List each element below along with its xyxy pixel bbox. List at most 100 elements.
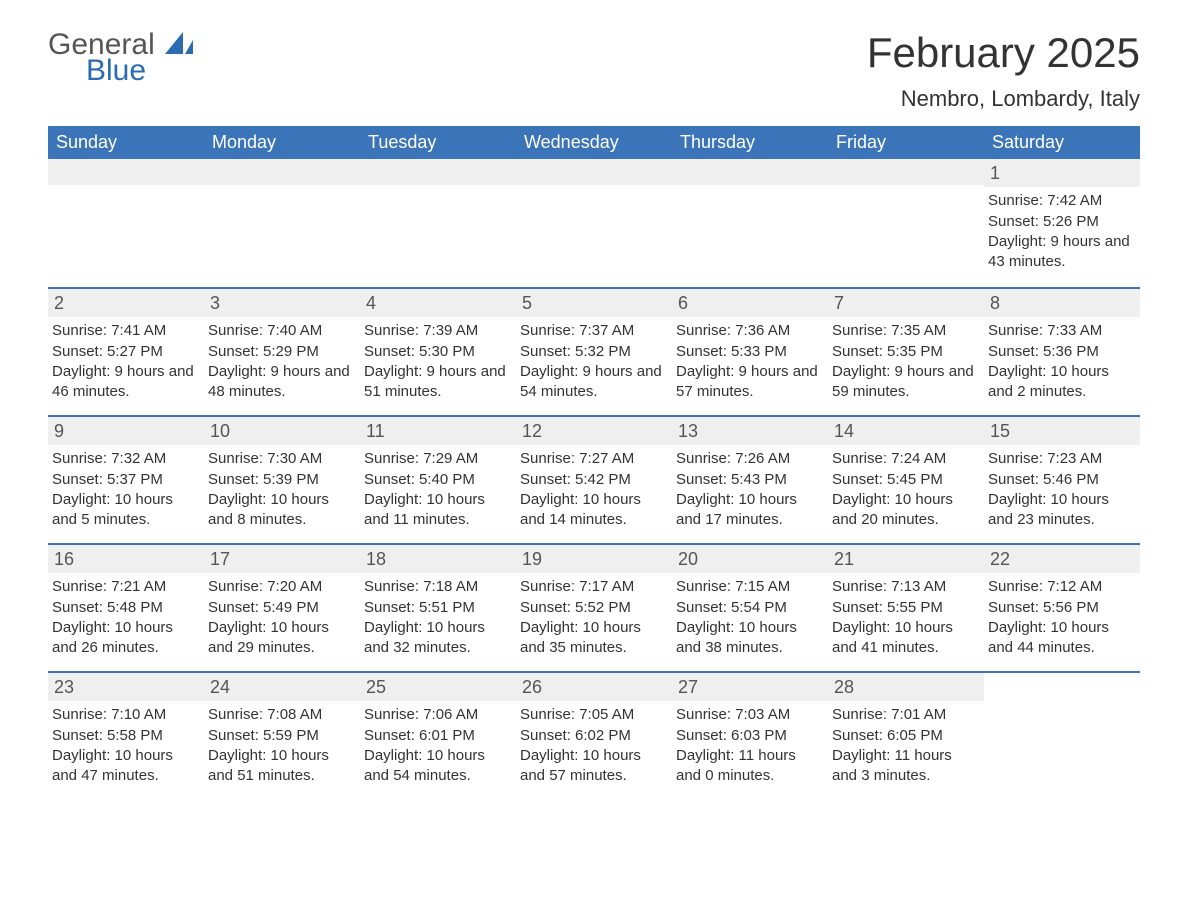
day-number: 3: [204, 289, 360, 317]
logo-sail-icon: [165, 28, 193, 61]
daylight-line: Daylight: 9 hours and 51 minutes.: [364, 362, 512, 403]
sunrise-line: Sunrise: 7:39 AM: [364, 321, 512, 341]
sunrise-line: Sunrise: 7:36 AM: [676, 321, 824, 341]
calendar-cell: 23Sunrise: 7:10 AMSunset: 5:58 PMDayligh…: [48, 673, 204, 799]
day-header: Wednesday: [516, 126, 672, 159]
day-header: Monday: [204, 126, 360, 159]
calendar-cell: [672, 159, 828, 287]
sunrise-line: Sunrise: 7:17 AM: [520, 577, 668, 597]
day-number: 18: [360, 545, 516, 573]
location: Nembro, Lombardy, Italy: [867, 86, 1140, 112]
calendar-week: 23Sunrise: 7:10 AMSunset: 5:58 PMDayligh…: [48, 671, 1140, 799]
day-header: Thursday: [672, 126, 828, 159]
day-number: 1: [984, 159, 1140, 187]
sunrise-line: Sunrise: 7:42 AM: [988, 191, 1136, 211]
day-number: 25: [360, 673, 516, 701]
daylight-line: Daylight: 9 hours and 57 minutes.: [676, 362, 824, 403]
calendar-cell: 8Sunrise: 7:33 AMSunset: 5:36 PMDaylight…: [984, 289, 1140, 415]
calendar-cell: [204, 159, 360, 287]
header: General Blue February 2025 Nembro, Lomba…: [48, 30, 1140, 122]
calendar-cell: [828, 159, 984, 287]
sunset-line: Sunset: 5:58 PM: [52, 726, 200, 746]
sunset-line: Sunset: 5:42 PM: [520, 470, 668, 490]
daylight-line: Daylight: 10 hours and 8 minutes.: [208, 490, 356, 531]
sunrise-line: Sunrise: 7:35 AM: [832, 321, 980, 341]
day-number: [360, 159, 516, 185]
sunset-line: Sunset: 5:39 PM: [208, 470, 356, 490]
day-number: 2: [48, 289, 204, 317]
calendar-week: 16Sunrise: 7:21 AMSunset: 5:48 PMDayligh…: [48, 543, 1140, 671]
day-header: Tuesday: [360, 126, 516, 159]
day-number: 15: [984, 417, 1140, 445]
calendar-cell: [984, 673, 1140, 799]
calendar-cell: 17Sunrise: 7:20 AMSunset: 5:49 PMDayligh…: [204, 545, 360, 671]
sunrise-line: Sunrise: 7:18 AM: [364, 577, 512, 597]
sunrise-line: Sunrise: 7:24 AM: [832, 449, 980, 469]
daylight-line: Daylight: 10 hours and 14 minutes.: [520, 490, 668, 531]
logo-text: General Blue: [48, 30, 193, 86]
sunrise-line: Sunrise: 7:12 AM: [988, 577, 1136, 597]
calendar-cell: 7Sunrise: 7:35 AMSunset: 5:35 PMDaylight…: [828, 289, 984, 415]
daylight-line: Daylight: 10 hours and 29 minutes.: [208, 618, 356, 659]
calendar-week: 1 Sunrise: 7:42 AMSunset: 5:26 PMDaylight…: [48, 159, 1140, 287]
day-number: [204, 159, 360, 185]
calendar-week: 9Sunrise: 7:32 AMSunset: 5:37 PMDaylight…: [48, 415, 1140, 543]
sunset-line: Sunset: 5:59 PM: [208, 726, 356, 746]
daylight-line: Daylight: 9 hours and 54 minutes.: [520, 362, 668, 403]
calendar-cell: 11Sunrise: 7:29 AMSunset: 5:40 PMDayligh…: [360, 417, 516, 543]
sunrise-line: Sunrise: 7:01 AM: [832, 705, 980, 725]
sunset-line: Sunset: 5:29 PM: [208, 342, 356, 362]
sunrise-line: Sunrise: 7:05 AM: [520, 705, 668, 725]
calendar-cell: 19Sunrise: 7:17 AMSunset: 5:52 PMDayligh…: [516, 545, 672, 671]
sunrise-line: Sunrise: 7:10 AM: [52, 705, 200, 725]
calendar-cell: 24Sunrise: 7:08 AMSunset: 5:59 PMDayligh…: [204, 673, 360, 799]
calendar-cell: [48, 159, 204, 287]
daylight-line: Daylight: 9 hours and 43 minutes.: [988, 232, 1136, 273]
day-number: [48, 159, 204, 185]
daylight-line: Daylight: 10 hours and 44 minutes.: [988, 618, 1136, 659]
sunset-line: Sunset: 5:51 PM: [364, 598, 512, 618]
daylight-line: Daylight: 9 hours and 48 minutes.: [208, 362, 356, 403]
day-number: 9: [48, 417, 204, 445]
page-title: February 2025: [867, 30, 1140, 76]
sunset-line: Sunset: 5:26 PM: [988, 212, 1136, 232]
weeks-container: 1Sunrise: 7:42 AMSunset: 5:26 PMDaylight…: [48, 159, 1140, 799]
logo: General Blue: [48, 30, 193, 86]
daylight-line: Daylight: 10 hours and 47 minutes.: [52, 746, 200, 787]
calendar-cell: 5Sunrise: 7:37 AMSunset: 5:32 PMDaylight…: [516, 289, 672, 415]
calendar-cell: 6Sunrise: 7:36 AMSunset: 5:33 PMDaylight…: [672, 289, 828, 415]
calendar-cell: 25Sunrise: 7:06 AMSunset: 6:01 PMDayligh…: [360, 673, 516, 799]
sunset-line: Sunset: 5:36 PM: [988, 342, 1136, 362]
daylight-line: Daylight: 10 hours and 5 minutes.: [52, 490, 200, 531]
calendar-cell: 26Sunrise: 7:05 AMSunset: 6:02 PMDayligh…: [516, 673, 672, 799]
calendar-cell: 18Sunrise: 7:18 AMSunset: 5:51 PMDayligh…: [360, 545, 516, 671]
daylight-line: Daylight: 10 hours and 57 minutes.: [520, 746, 668, 787]
sunrise-line: Sunrise: 7:30 AM: [208, 449, 356, 469]
sunrise-line: Sunrise: 7:20 AM: [208, 577, 356, 597]
day-number: 11: [360, 417, 516, 445]
day-number: [672, 159, 828, 185]
sunset-line: Sunset: 5:37 PM: [52, 470, 200, 490]
daylight-line: Daylight: 10 hours and 23 minutes.: [988, 490, 1136, 531]
calendar-cell: 1 Sunrise: 7:42 AMSunset: 5:26 PMDaylight…: [984, 159, 1140, 287]
daylight-line: Daylight: 10 hours and 20 minutes.: [832, 490, 980, 531]
sunset-line: Sunset: 6:01 PM: [364, 726, 512, 746]
day-number: 14: [828, 417, 984, 445]
sunrise-line: Sunrise: 7:21 AM: [52, 577, 200, 597]
daylight-line: Daylight: 10 hours and 38 minutes.: [676, 618, 824, 659]
sunset-line: Sunset: 5:55 PM: [832, 598, 980, 618]
sunset-line: Sunset: 6:02 PM: [520, 726, 668, 746]
calendar-cell: 15Sunrise: 7:23 AMSunset: 5:46 PMDayligh…: [984, 417, 1140, 543]
sunrise-line: Sunrise: 7:26 AM: [676, 449, 824, 469]
calendar-cell: 13Sunrise: 7:26 AMSunset: 5:43 PMDayligh…: [672, 417, 828, 543]
sunset-line: Sunset: 6:03 PM: [676, 726, 824, 746]
sunset-line: Sunset: 5:40 PM: [364, 470, 512, 490]
daylight-line: Daylight: 10 hours and 11 minutes.: [364, 490, 512, 531]
sunset-line: Sunset: 5:30 PM: [364, 342, 512, 362]
sunrise-line: Sunrise: 7:13 AM: [832, 577, 980, 597]
calendar-cell: 21Sunrise: 7:13 AMSunset: 5:55 PMDayligh…: [828, 545, 984, 671]
daylight-line: Daylight: 11 hours and 0 minutes.: [676, 746, 824, 787]
calendar-cell: 12Sunrise: 7:27 AMSunset: 5:42 PMDayligh…: [516, 417, 672, 543]
calendar-cell: 3Sunrise: 7:40 AMSunset: 5:29 PMDaylight…: [204, 289, 360, 415]
day-header: Saturday: [984, 126, 1140, 159]
